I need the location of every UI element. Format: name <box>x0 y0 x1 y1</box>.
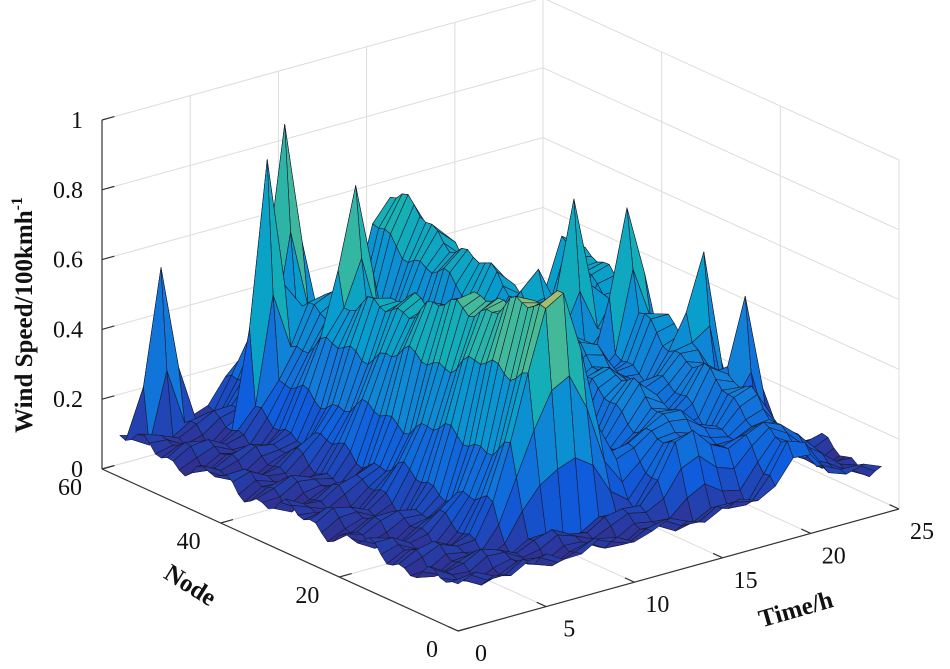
x-tick-label: 20 <box>822 543 846 569</box>
x-tick-label: 15 <box>734 568 758 594</box>
surface-cell <box>451 571 476 585</box>
y-axis-line <box>101 468 459 632</box>
x-tick-mark <box>889 504 900 510</box>
grid-line <box>542 137 900 301</box>
grid-line <box>546 0 900 161</box>
x-tick-label: 25 <box>910 519 934 545</box>
y-tick-label: 20 <box>295 583 319 609</box>
z-axis-label: Wind Speed/100kmh-1 <box>9 197 38 433</box>
grid-line <box>101 206 544 330</box>
z-tick-label: 1 <box>71 108 83 134</box>
y-tick-label: 0 <box>426 637 438 663</box>
x-tick-label: 0 <box>475 641 487 667</box>
z-tick-mark <box>101 395 115 400</box>
z-axis-label-superscript: -1 <box>9 197 26 210</box>
x-axis-label: Time/h <box>756 586 837 633</box>
z-tick-mark <box>101 325 115 330</box>
x-tick-label: 10 <box>645 592 669 618</box>
x-tick-mark <box>801 528 812 534</box>
z-tick-label: 0 <box>71 457 83 483</box>
surface-layer <box>119 124 882 586</box>
z-axis-label-main: Wind Speed/100kmh <box>11 210 38 433</box>
y-axis-label: Node <box>159 559 220 611</box>
x-tick-mark <box>448 626 459 632</box>
grid-line <box>101 137 544 261</box>
z-tick-mark <box>101 185 115 191</box>
grid-line <box>101 67 544 191</box>
x-tick-label: 5 <box>563 617 575 643</box>
z-tick-label: 0.8 <box>53 178 83 204</box>
grid-line <box>542 206 900 370</box>
z-tick-mark <box>101 465 115 470</box>
x-tick-mark <box>536 601 547 608</box>
z-tick-label: 0.4 <box>53 317 83 343</box>
x-axis-line <box>457 508 900 632</box>
z-tick-label: 0.6 <box>53 248 83 274</box>
y-tick-label: 40 <box>177 529 201 555</box>
y-tick-mark <box>339 573 352 578</box>
y-tick-label: 60 <box>58 475 82 501</box>
z-tick-mark <box>101 116 115 121</box>
grid-line <box>542 67 900 231</box>
z-tick-mark <box>101 255 115 261</box>
grid-line <box>101 0 538 121</box>
z-tick-label: 0.2 <box>53 387 83 413</box>
y-tick-mark <box>457 627 471 632</box>
x-tick-mark <box>712 552 723 559</box>
y-tick-mark <box>220 519 234 524</box>
x-tick-mark <box>624 577 635 583</box>
